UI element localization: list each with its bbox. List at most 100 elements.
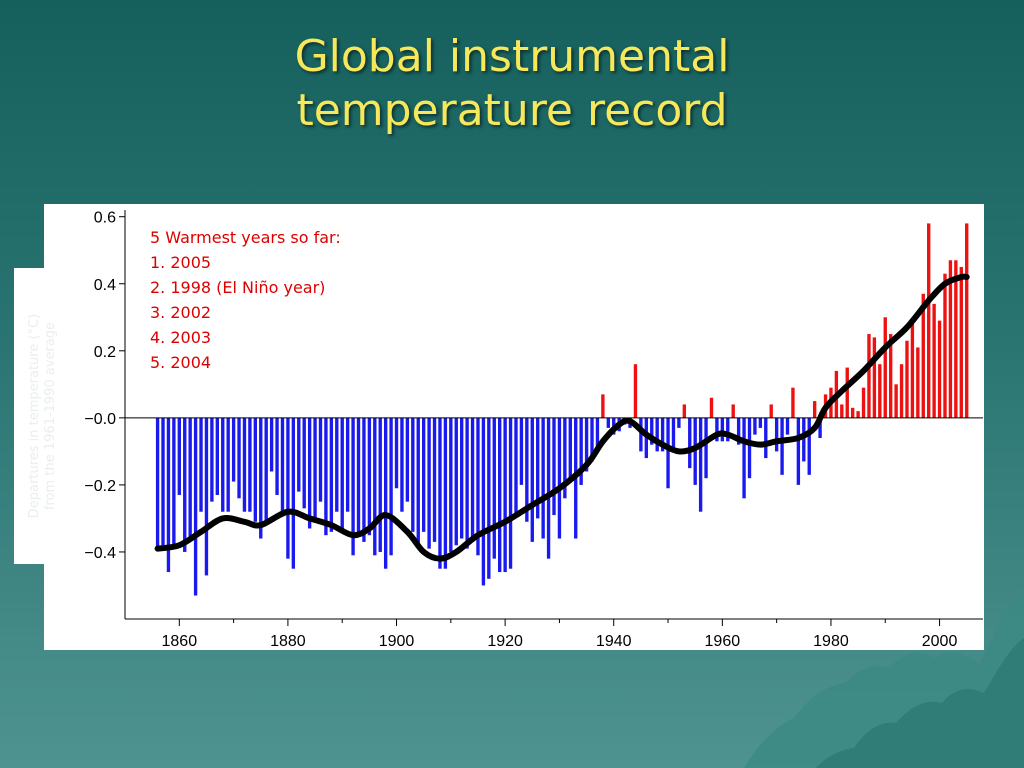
y-tick-label: −0.0 [84, 411, 116, 428]
bar-1873 [248, 417, 252, 512]
bar-1915 [476, 417, 480, 556]
bar-1998 [927, 223, 931, 418]
bar-1961 [726, 417, 730, 442]
bar-1858 [166, 417, 171, 573]
annotation-item: 2. 1998 (El Niño year) [150, 278, 325, 297]
bar-1992 [894, 384, 898, 418]
bar-1927 [541, 417, 545, 539]
bar-1892 [351, 417, 355, 556]
bar-1926 [536, 417, 540, 519]
bar-1953 [682, 404, 687, 418]
bar-1986 [861, 387, 866, 418]
bar-1861 [183, 417, 187, 552]
bar-1977 [812, 401, 817, 418]
bar-1934 [579, 417, 583, 485]
bar-2003 [954, 260, 958, 418]
bar-2001 [943, 273, 947, 418]
bar-1984 [850, 407, 855, 418]
x-tick-label: 2000 [922, 633, 958, 650]
annotation-item: 5. 2004 [150, 353, 211, 372]
bar-1957 [704, 417, 708, 479]
bar-1889 [335, 417, 339, 512]
bar-1910 [449, 417, 453, 552]
bar-1920 [503, 417, 507, 573]
bar-1878 [275, 417, 279, 495]
y-tick-label: −0.2 [84, 478, 116, 495]
y-tick-label: 0.4 [94, 277, 116, 294]
bar-1997 [921, 293, 925, 418]
bar-1905 [421, 417, 426, 532]
bar-1863 [193, 417, 198, 596]
bar-1877 [269, 417, 274, 472]
bar-1898 [383, 417, 388, 569]
bar-1881 [291, 417, 296, 569]
bar-1988 [872, 337, 877, 418]
bar-1938 [601, 394, 605, 418]
bar-1902 [405, 417, 410, 502]
bar-1903 [411, 417, 415, 532]
x-tick-label: 1900 [379, 633, 415, 650]
bar-1991 [889, 334, 893, 418]
bar-1917 [487, 417, 491, 579]
bar-1896 [373, 417, 377, 556]
bar-1887 [324, 417, 328, 536]
bar-1895 [367, 417, 372, 536]
bar-1994 [905, 340, 909, 418]
bar-1936 [590, 417, 594, 462]
bar-1908 [438, 417, 442, 569]
bar-1922 [514, 417, 518, 516]
bar-1944 [633, 364, 638, 418]
bar-1931 [563, 417, 567, 499]
y-axis-label-line2: from the 1961-1990 average [43, 321, 58, 511]
bar-1859 [172, 417, 176, 546]
bar-1897 [378, 417, 382, 552]
bar-1985 [856, 411, 860, 418]
warmest-years-annotation: 5 Warmest years so far: 1. 2005 2. 1998 (E… [150, 228, 341, 372]
bar-1856 [155, 417, 160, 549]
annotation-item: 1. 2005 [150, 253, 211, 272]
x-tick-label: 1980 [813, 633, 849, 650]
slide-title: Global instrumental temperature record [0, 30, 1024, 138]
temperature-chart: 0.6 0.4 0.2 −0.0 −0.2 −0.4 1860 1880 1900 1920 194… [84, 210, 983, 650]
bar-1929 [552, 417, 556, 516]
bar-1879 [280, 417, 285, 516]
bar-1948 [655, 417, 659, 452]
bar-1945 [639, 417, 643, 452]
bar-1891 [345, 417, 350, 512]
bar-1869 [226, 417, 230, 512]
bar-1969 [769, 404, 773, 418]
bar-1960 [720, 417, 725, 442]
bar-1955 [693, 417, 697, 485]
y-axis-label-box: Departures in temperature (°C) from the … [14, 268, 72, 564]
bar-1975 [802, 417, 806, 462]
bar-1935 [584, 417, 589, 472]
bar-1871 [237, 417, 241, 499]
bar-1947 [650, 417, 654, 445]
bar-1876 [264, 417, 268, 526]
bar-1890 [340, 417, 344, 529]
slide-title-line1: Global instrumental [294, 31, 730, 82]
bar-1974 [796, 417, 801, 485]
bar-1989 [878, 364, 882, 418]
x-tick-label: 1920 [487, 633, 523, 650]
bar-1982 [840, 404, 844, 418]
annotation-item: 4. 2003 [150, 328, 211, 347]
x-tick-label: 1940 [596, 633, 632, 650]
y-axis-label-line1: Departures in temperature (°C) [27, 313, 42, 519]
bar-1962 [731, 404, 735, 418]
bar-1951 [671, 417, 676, 449]
bar-1901 [400, 417, 404, 512]
bar-1909 [443, 417, 448, 569]
bar-1928 [546, 417, 551, 559]
bar-1893 [356, 417, 361, 536]
x-tick-label: 1860 [162, 633, 198, 650]
bar-1976 [807, 417, 811, 475]
bar-1937 [595, 417, 600, 452]
bar-1996 [916, 347, 920, 418]
bar-1886 [318, 417, 323, 502]
bar-1958 [709, 397, 714, 418]
annotation-heading: 5 Warmest years so far: [150, 228, 341, 247]
bar-1913 [465, 417, 469, 549]
bar-1965 [747, 417, 752, 479]
bar-1906 [427, 417, 431, 549]
